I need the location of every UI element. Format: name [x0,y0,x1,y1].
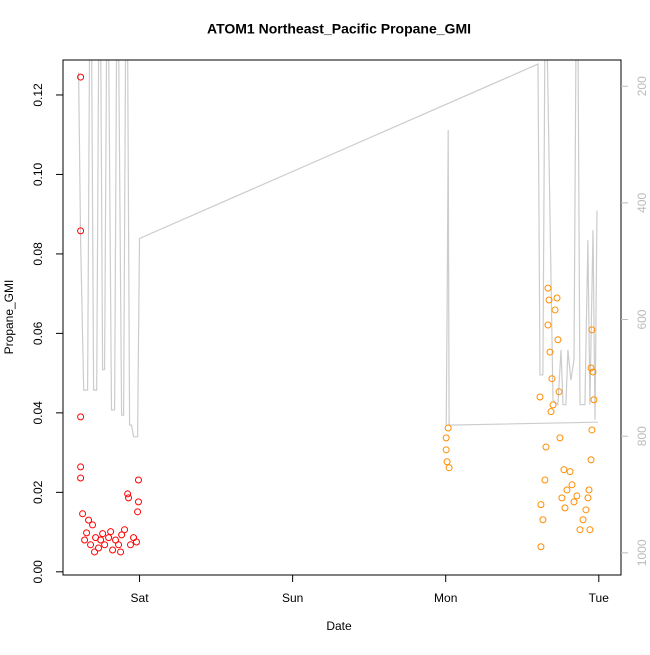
data-point [556,434,564,442]
data-point [442,446,450,454]
data-point [553,294,561,302]
data-point [558,494,566,502]
data-point [79,510,87,518]
data-point [560,466,568,474]
data-point [83,529,91,537]
data-point [107,528,115,536]
pressure-line [78,60,598,438]
x-tick-label: Sat [131,591,150,605]
data-point [554,336,562,344]
data-point [545,296,553,304]
data-point [99,530,107,538]
chart-title: ATOM1 Northeast_Pacific Propane_GMI [207,21,471,37]
data-point [537,543,545,551]
data-point [132,538,140,546]
data-point [566,468,574,476]
data-point [547,408,555,416]
data-point [81,536,89,544]
data-point [115,541,123,549]
data-point [124,490,132,498]
data-point [105,534,113,542]
data-point [589,368,597,376]
data-point [570,498,578,506]
data-point [77,474,85,482]
data-point [85,516,93,524]
data-point [586,526,594,534]
x-tick-label: Tue [589,591,610,605]
data-point [89,521,97,529]
y2-tick-label: 800 [635,426,649,446]
data-point [77,463,85,471]
data-point [576,526,584,534]
x-tick-label: Mon [434,591,457,605]
data-point [117,548,125,556]
data-point [134,508,142,516]
data-point [442,434,450,442]
y2-tick-label: 1000 [635,539,649,566]
data-point [97,536,105,544]
data-point [445,464,453,472]
data-point [118,531,126,539]
data-point [77,73,85,81]
line-layer [78,60,598,438]
y-tick-label: 0.02 [31,480,45,504]
data-point [542,443,550,451]
data-point [91,548,99,556]
data-point [101,541,109,549]
data-point [539,516,547,524]
data-point [555,388,563,396]
data-point [546,348,554,356]
y-tick-label: 0.12 [31,83,45,107]
data-point [95,544,103,552]
data-point [134,476,142,484]
y2-tick-label: 600 [635,309,649,329]
plot-frame [62,59,622,576]
data-point [568,481,576,489]
y2-tick-label: 200 [635,76,649,96]
data-point [588,426,596,434]
data-point [127,541,135,549]
data-point [121,526,129,534]
data-point [541,476,549,484]
x-axis-label: Date [326,619,352,633]
data-point [444,424,452,432]
y-tick-label: 0.08 [31,242,45,266]
data-point [443,458,451,466]
y-tick-label: 0.04 [31,401,45,425]
data-point [537,501,545,509]
data-point [590,396,598,404]
data-point [582,506,590,514]
data-point [77,413,85,421]
data-point [587,364,595,372]
data-point [563,486,571,494]
data-point [109,546,117,554]
data-point [125,494,133,502]
y-tick-label: 0.06 [31,321,45,345]
data-point [549,401,557,409]
data-point [548,375,556,383]
y-tick-label: 0.10 [31,162,45,186]
data-point [112,536,120,544]
x-tick-label: Sun [282,591,303,605]
y2-tick-label: 400 [635,193,649,213]
data-point [87,541,95,549]
data-point [536,393,544,401]
pressure-line [445,129,598,426]
data-point [573,492,581,500]
data-point [77,227,85,235]
data-point [561,504,569,512]
data-point [579,516,587,524]
y-tick-label: 0.00 [31,560,45,584]
data-point [134,498,142,506]
data-point [544,321,552,329]
data-point [588,326,596,334]
data-point [585,486,593,494]
data-point [584,494,592,502]
data-point [544,284,552,292]
y-axis-label: Propane_GMI [2,280,16,355]
data-point [587,456,595,464]
data-point [551,306,559,314]
